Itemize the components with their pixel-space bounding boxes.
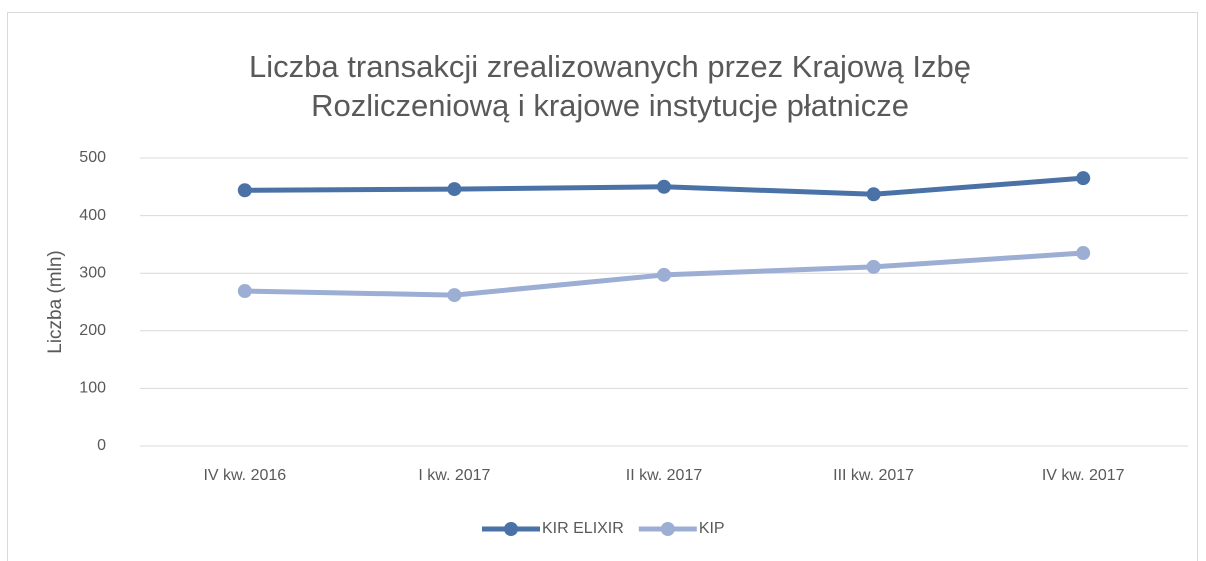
y-axis-label: Liczba (mln): [45, 250, 66, 353]
legend-label: KIR ELIXIR: [542, 520, 624, 537]
data-point: [657, 179, 671, 194]
x-tick-label: IV kw. 2017: [1042, 467, 1125, 484]
y-tick-label: 0: [97, 437, 106, 454]
data-point: [237, 284, 252, 299]
data-point: [866, 187, 881, 202]
y-tick-label: 100: [79, 380, 106, 397]
chart-title: Rozliczeniową i krajowe instytucje płatn…: [311, 88, 909, 123]
legend-marker: [660, 522, 675, 536]
x-tick-label: II kw. 2017: [626, 467, 703, 484]
y-tick-label: 500: [79, 149, 106, 166]
x-tick-label: I kw. 2017: [418, 467, 490, 484]
x-tick-label: IV kw. 2016: [203, 467, 286, 484]
legend-label: KIP: [699, 520, 725, 537]
y-tick-label: 200: [79, 322, 106, 339]
chart-border: [7, 12, 1198, 561]
chart-title: Liczba transakcji zrealizowanych przez K…: [249, 49, 971, 84]
y-tick-label: 300: [79, 264, 106, 281]
x-tick-label: III kw. 2017: [833, 467, 914, 484]
data-point: [657, 267, 671, 282]
data-point: [866, 259, 881, 274]
data-point: [1076, 171, 1091, 186]
y-tick-label: 400: [79, 207, 106, 224]
data-point: [447, 288, 462, 303]
data-point: [1076, 246, 1091, 261]
data-point: [237, 183, 252, 198]
data-point: [447, 182, 462, 197]
legend-marker: [504, 522, 518, 536]
